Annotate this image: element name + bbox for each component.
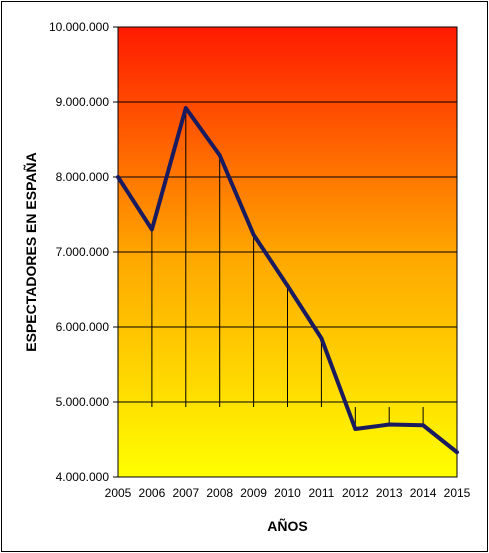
x-tick-label: 2007 bbox=[172, 486, 199, 500]
x-tick-label: 2011 bbox=[308, 486, 334, 500]
y-axis-tick-labels: 4.000.000 5.000.000 6.000.000 7.000.000 8.00… bbox=[49, 20, 109, 484]
y-tick-label: 10.000.000 bbox=[49, 20, 109, 34]
y-tick-label: 4.000.000 bbox=[56, 470, 110, 484]
y-tick-label: 9.000.000 bbox=[56, 95, 110, 109]
y-tick-label: 5.000.000 bbox=[56, 395, 110, 409]
x-tick-label: 2013 bbox=[376, 486, 403, 500]
x-tick-label: 2006 bbox=[139, 486, 166, 500]
x-axis-title: AÑOS bbox=[267, 517, 307, 534]
x-tick-label: 2008 bbox=[206, 486, 233, 500]
y-tick-label: 7.000.000 bbox=[56, 245, 110, 259]
x-tick-label: 2010 bbox=[274, 486, 301, 500]
x-tick-label: 2014 bbox=[410, 486, 437, 500]
x-axis-tick-labels: 2005 2006 2007 2008 2009 2010 2011 2012 2013 2014… bbox=[105, 486, 471, 500]
y-tick-label: 6.000.000 bbox=[56, 320, 110, 334]
series-line bbox=[116, 106, 459, 455]
drop-lines bbox=[117, 108, 458, 453]
y-axis-title: ESPECTADORES EN ESPAÑA bbox=[22, 152, 39, 351]
x-tick-label: 2015 bbox=[444, 486, 471, 500]
x-tick-label: 2012 bbox=[342, 486, 369, 500]
y-tick-label: 8.000.000 bbox=[56, 170, 110, 184]
x-tick-label: 2009 bbox=[240, 486, 267, 500]
x-tick-label: 2005 bbox=[105, 486, 132, 500]
